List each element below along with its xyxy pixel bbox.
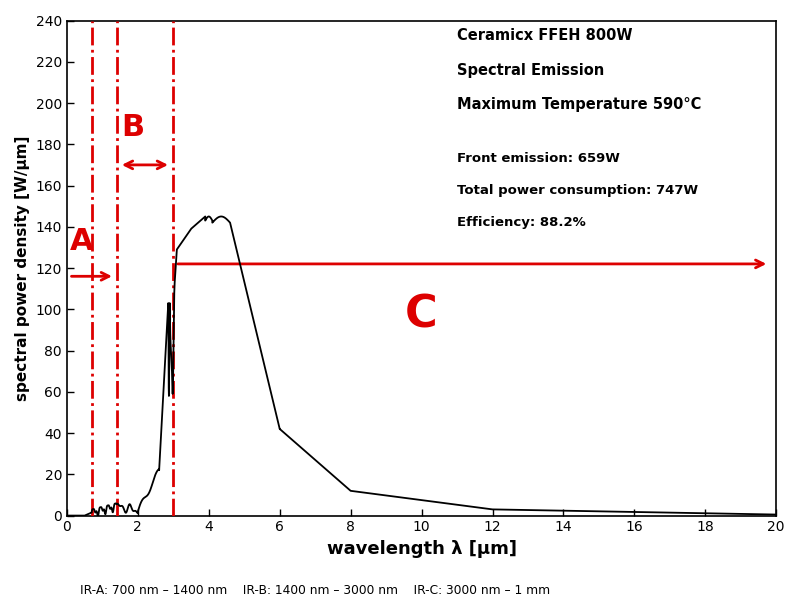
Text: A: A [70, 227, 94, 256]
Text: IR-A: 700 nm – 1400 nm    IR-B: 1400 nm – 3000 nm    IR-C: 3000 nm – 1 mm: IR-A: 700 nm – 1400 nm IR-B: 1400 nm – 3… [80, 584, 550, 597]
X-axis label: wavelength λ [μm]: wavelength λ [μm] [326, 540, 517, 558]
Text: Efficiency: 88.2%: Efficiency: 88.2% [457, 216, 586, 229]
Text: E S S E N: E S S E N [495, 471, 574, 486]
Text: Total power consumption: 747W: Total power consumption: 747W [457, 184, 698, 197]
Text: UNIVERSITÄT: UNIVERSITÄT [495, 402, 554, 411]
Text: Front emission: 659W: Front emission: 659W [457, 152, 620, 164]
Text: Maximum Temperature 590°C: Maximum Temperature 590°C [457, 97, 702, 112]
Text: Spectral Emission: Spectral Emission [457, 62, 604, 77]
Text: C: C [406, 294, 438, 337]
Text: B: B [121, 113, 144, 142]
Text: Ceramicx FFEH 800W: Ceramicx FFEH 800W [457, 28, 633, 43]
Text: D U I S B U R G: D U I S B U R G [495, 431, 626, 446]
Y-axis label: spectral power density [W/μm]: spectral power density [W/μm] [15, 136, 30, 401]
